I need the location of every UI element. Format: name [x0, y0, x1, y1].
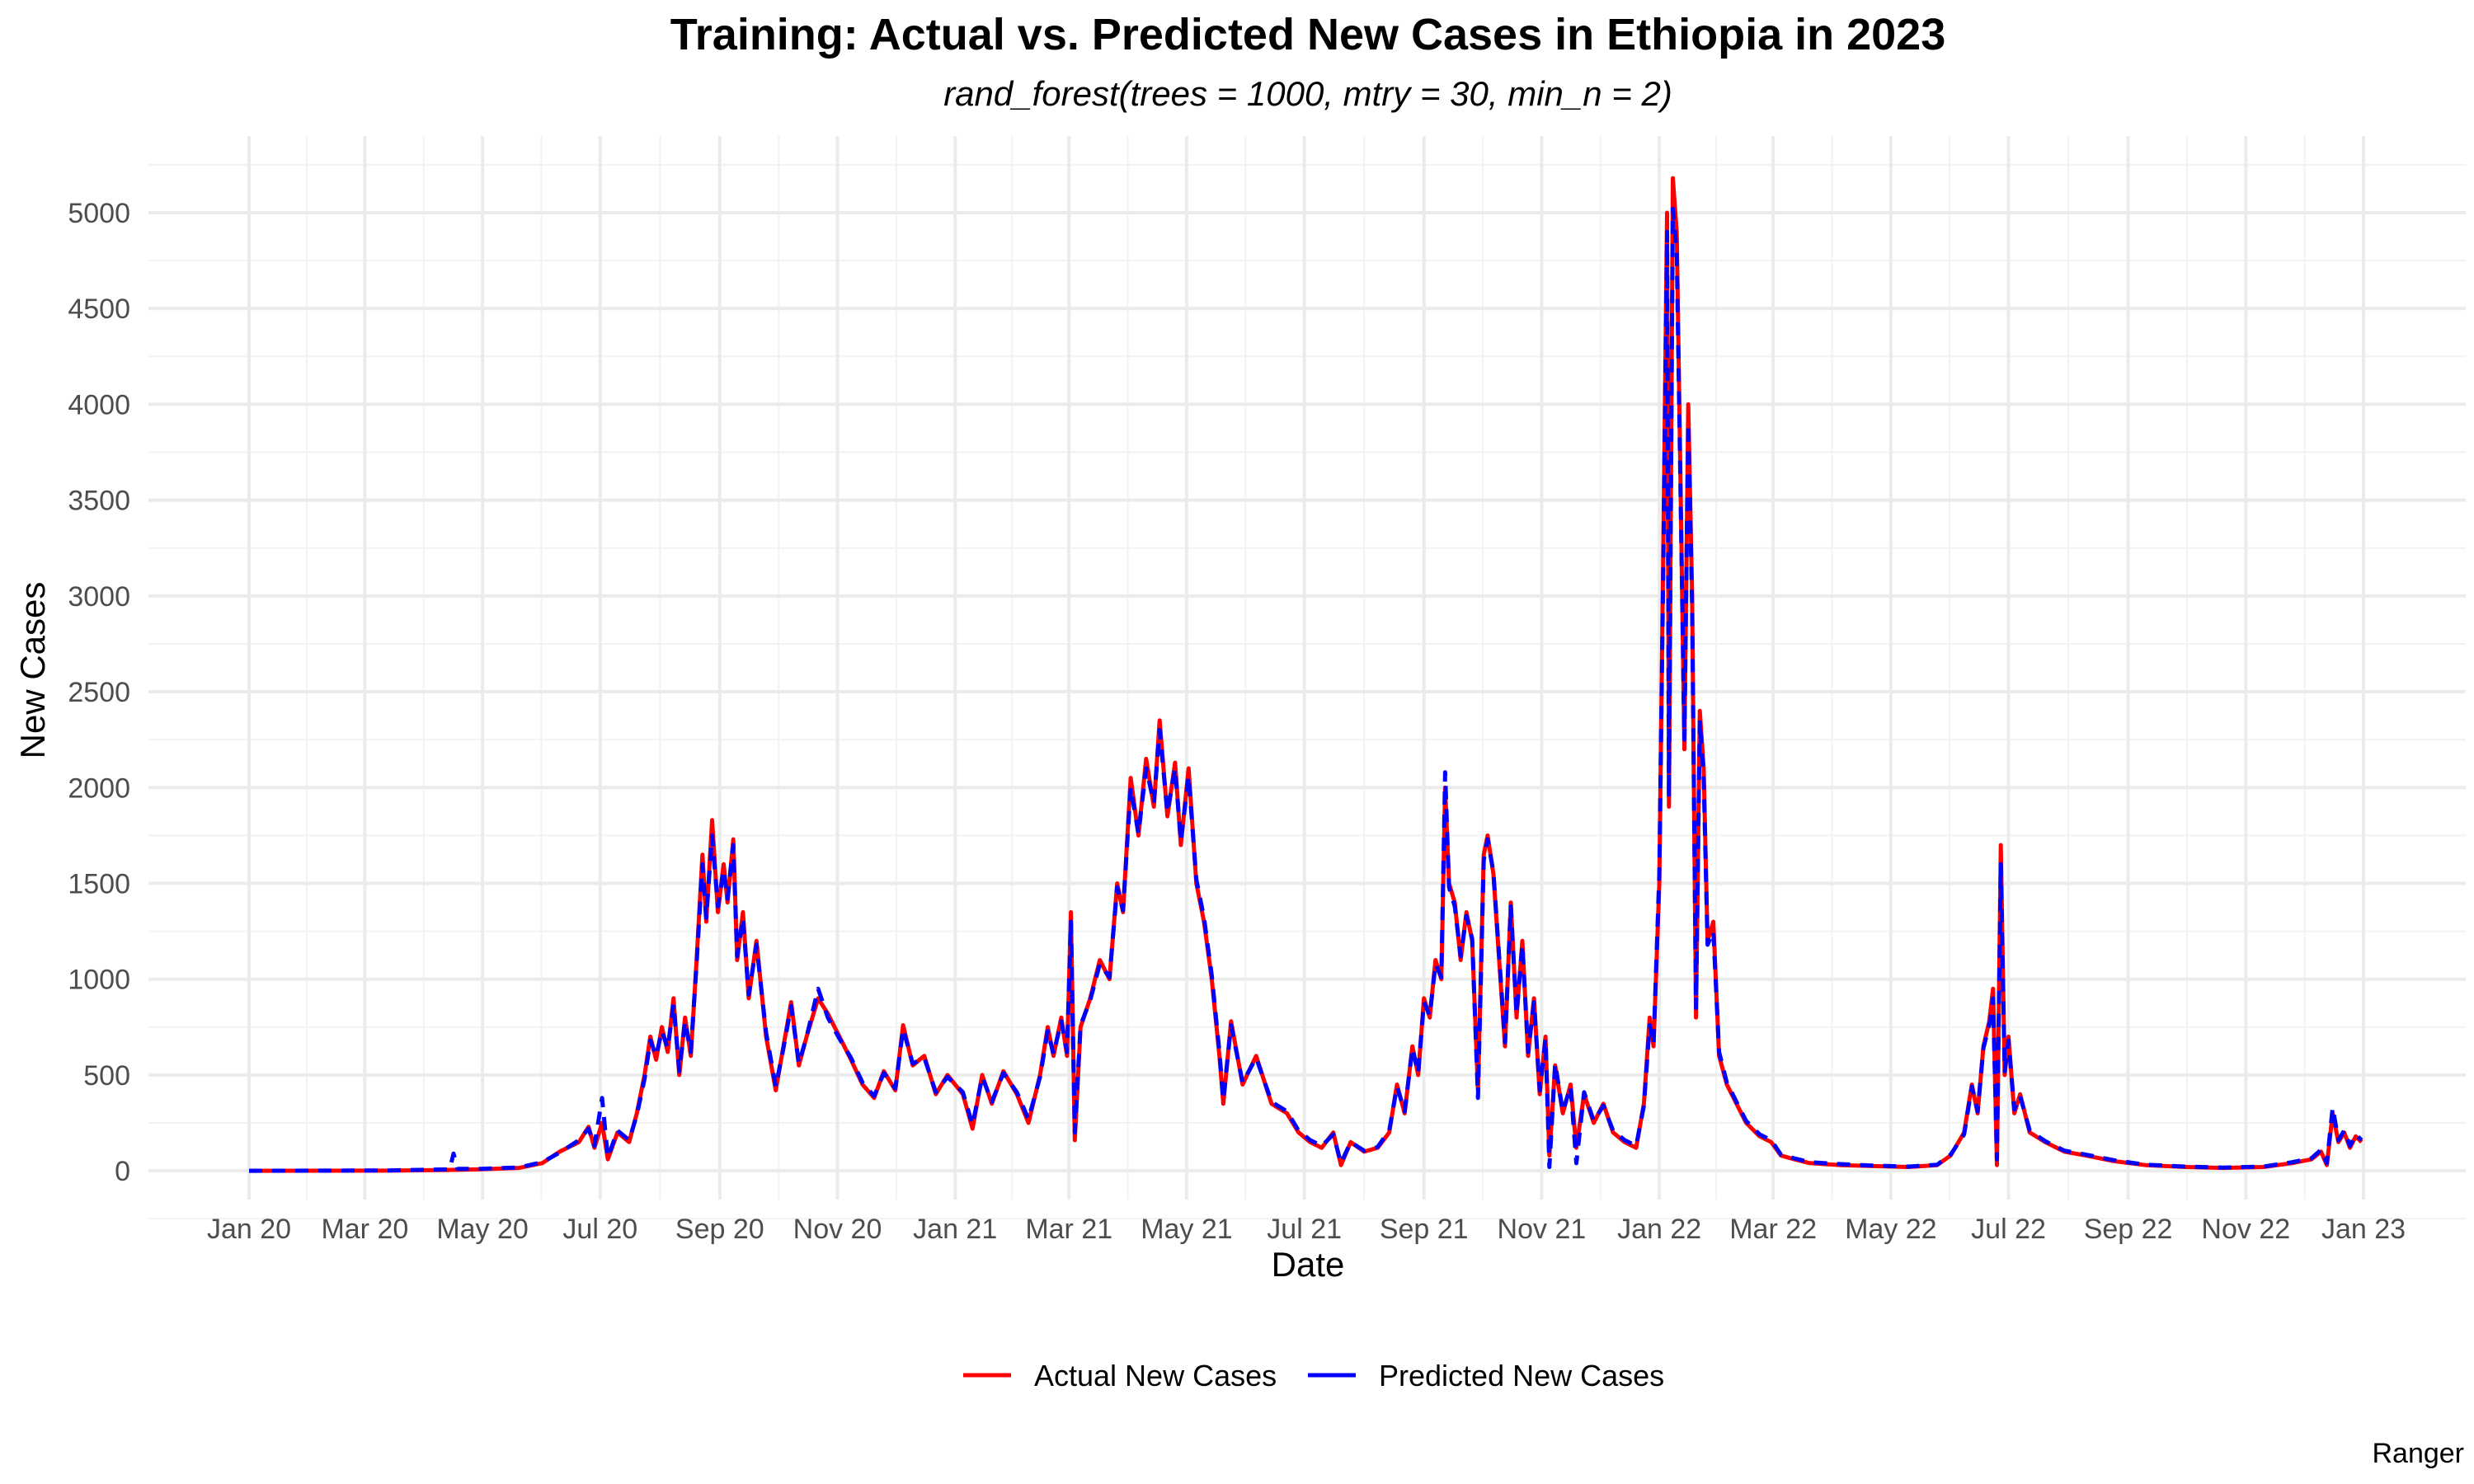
x-tick-label: Nov 20 — [793, 1214, 882, 1245]
y-tick-label: 500 — [83, 1060, 130, 1092]
legend-label-predicted: Predicted New Cases — [1379, 1359, 1664, 1392]
x-axis-title: Date — [1272, 1245, 1345, 1284]
x-tick-label: Mar 20 — [321, 1214, 408, 1245]
y-tick-label: 1000 — [68, 965, 130, 996]
y-axis-title: New Cases — [13, 582, 52, 759]
x-tick-label: May 22 — [1845, 1214, 1937, 1245]
y-tick-label: 1500 — [68, 868, 130, 899]
x-axis-tick-labels: Jan 20 Mar 20 May 20 Jul 20 Sep 20 Nov 20 Jan … — [207, 1214, 2406, 1245]
chart-caption: Ranger — [2372, 1438, 2464, 1469]
x-tick-label: Jul 21 — [1267, 1214, 1342, 1245]
x-tick-label: Jan 22 — [1617, 1214, 1701, 1245]
chart-title: Training: Actual vs. Predicted New Cases… — [670, 10, 1945, 59]
x-tick-label: Jan 23 — [2321, 1214, 2406, 1245]
y-tick-label: 4500 — [68, 294, 130, 325]
x-tick-label: Nov 21 — [1498, 1214, 1587, 1245]
x-tick-label: Mar 22 — [1729, 1214, 1817, 1245]
y-tick-label: 3500 — [68, 486, 130, 517]
y-tick-label: 4000 — [68, 389, 130, 420]
series-line-predicted — [248, 206, 2363, 1173]
x-tick-label: Mar 21 — [1025, 1214, 1112, 1245]
x-tick-label: Nov 22 — [2201, 1214, 2290, 1245]
major-gridlines — [148, 136, 2466, 1200]
legend: Actual New Cases Predicted New Cases — [963, 1359, 1664, 1392]
x-tick-label: Sep 20 — [675, 1214, 764, 1245]
x-tick-label: Jan 21 — [913, 1214, 997, 1245]
legend-label-actual: Actual New Cases — [1034, 1359, 1277, 1392]
y-axis-tick-labels: 0 500 1000 1500 2000 2500 3000 3500 4000 4500 5000 — [68, 198, 130, 1187]
x-tick-label: Sep 21 — [1380, 1214, 1469, 1245]
x-tick-label: Jan 20 — [207, 1214, 291, 1245]
x-tick-label: May 20 — [436, 1214, 529, 1245]
x-tick-label: Jul 20 — [562, 1214, 637, 1245]
x-tick-label: Sep 22 — [2084, 1214, 2173, 1245]
y-tick-label: 2500 — [68, 677, 130, 708]
series-lines — [248, 176, 2363, 1173]
x-tick-label: May 21 — [1141, 1214, 1233, 1245]
minor-gridlines — [148, 136, 2466, 1220]
y-tick-label: 2000 — [68, 773, 130, 804]
y-tick-label: 5000 — [68, 198, 130, 229]
y-tick-label: 0 — [115, 1156, 130, 1187]
chart-subtitle: rand_forest(trees = 1000, mtry = 30, min… — [943, 74, 1672, 113]
x-tick-label: Jul 22 — [1971, 1214, 2046, 1245]
y-tick-label: 3000 — [68, 581, 130, 613]
